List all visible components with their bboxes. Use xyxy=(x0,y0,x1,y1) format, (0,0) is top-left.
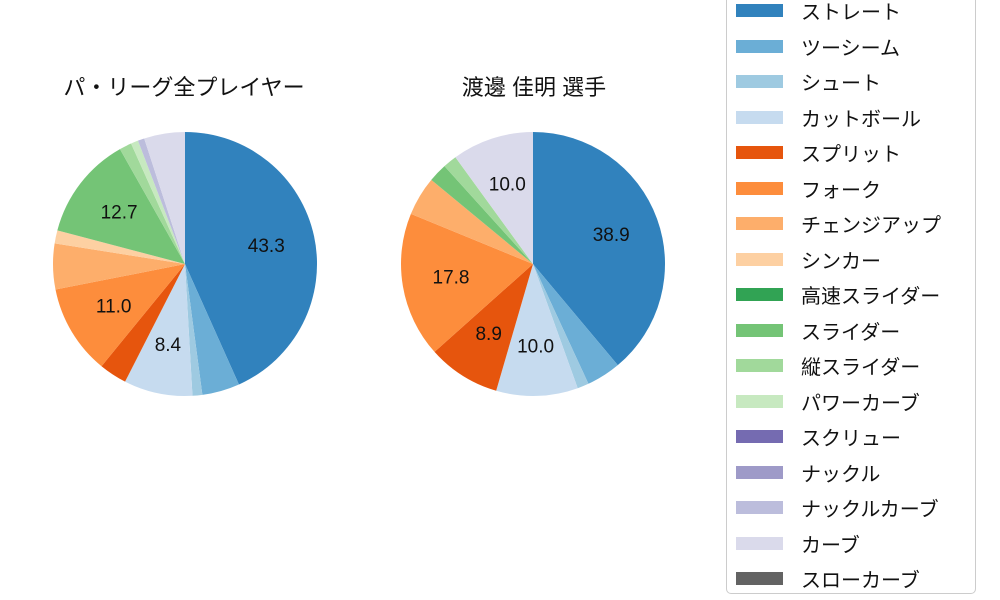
legend-label: スローカーブ xyxy=(801,570,920,593)
pie-slice-縦スライダー xyxy=(119,143,185,264)
pie-chart-league: 43.3 8.4 11.0 12.7 xyxy=(53,132,318,397)
pie-slice-チェンジアップ xyxy=(410,179,533,264)
legend-swatch xyxy=(736,394,783,408)
legend-item-スローカーブ: スローカーブ xyxy=(727,561,975,593)
pie-slice-ツーシーム xyxy=(185,264,239,395)
legend-item-スプリット: スプリット xyxy=(727,135,975,171)
pie-value-label: 8.9 xyxy=(475,324,501,345)
pie-slice-スプリット xyxy=(434,264,533,391)
pie-slice-カットボール xyxy=(125,264,193,397)
legend-label: ナックルカーブ xyxy=(801,499,939,522)
legend-swatch xyxy=(736,323,783,337)
legend-item-ナックルカーブ: ナックルカーブ xyxy=(727,490,975,526)
legend-label: 高速スライダー xyxy=(801,286,941,309)
legend-swatch xyxy=(736,39,783,53)
legend-swatch xyxy=(736,110,783,124)
pie-slice-カーブ xyxy=(455,132,533,264)
legend-item-スライダー: スライダー xyxy=(727,313,975,349)
legend-swatch xyxy=(736,430,783,444)
legend-items: ストレートツーシームシュートカットボール スプリットフォークチェンジアップ シンカー… xyxy=(727,0,975,593)
pie-value-label: 10.0 xyxy=(489,174,526,195)
legend-item-縦スライダー: 縦スライダー xyxy=(727,348,975,384)
pie-slice-スライダー xyxy=(431,166,533,264)
legend-label: シンカー xyxy=(801,250,881,273)
legend-swatch xyxy=(736,217,783,231)
legend-label: チェンジアップ xyxy=(801,215,941,238)
pie-slice-縦スライダー xyxy=(444,157,533,264)
legend-item-カットボール: カットボール xyxy=(727,100,975,136)
pie-slice-スプリット xyxy=(101,264,185,382)
legend-swatch xyxy=(736,252,783,266)
legend-label: ストレート xyxy=(801,2,901,25)
legend-swatch xyxy=(736,146,783,160)
legend-label: スプリット xyxy=(801,144,901,167)
legend-item-シンカー: シンカー xyxy=(727,242,975,278)
legend-label: シュート xyxy=(801,73,881,96)
legend-label: カットボール xyxy=(801,108,921,131)
legend-label: パワーカーブ xyxy=(801,392,920,415)
pie-slice-カーブ xyxy=(144,132,185,264)
legend-item-ツーシーム: ツーシーム xyxy=(727,29,975,65)
legend-item-ナックル: ナックル xyxy=(727,455,975,491)
legend-swatch xyxy=(736,359,783,373)
pie-slice-スライダー xyxy=(57,149,185,264)
pie-value-label: 12.7 xyxy=(101,203,138,224)
legend-label: フォーク xyxy=(801,179,881,202)
pie-value-label: 38.9 xyxy=(593,225,630,246)
legend-swatch xyxy=(736,536,783,550)
pie-value-label: 10.0 xyxy=(517,337,554,358)
legend-label: カーブ xyxy=(801,534,860,557)
legend-label: 縦スライダー xyxy=(801,357,921,380)
legend-item-スクリュー: スクリュー xyxy=(727,419,975,455)
pie-slice-チェンジアップ xyxy=(53,243,185,290)
legend-label: スクリュー xyxy=(801,428,901,451)
legend-item-シュート: シュート xyxy=(727,64,975,100)
pie-value-label: 17.8 xyxy=(433,268,470,289)
legend-swatch xyxy=(736,501,783,515)
pie-slice-シュート xyxy=(185,264,203,396)
pie-slice-フォーク xyxy=(401,213,533,352)
legend-label: ナックル xyxy=(801,463,881,486)
pie-value-label: 11.0 xyxy=(96,296,132,317)
pie-title-player: 渡邊 佳明 選手 xyxy=(461,75,607,100)
pie-slice-シンカー xyxy=(54,230,185,264)
legend-label: ツーシーム xyxy=(801,37,900,60)
legend-item-パワーカーブ: パワーカーブ xyxy=(727,384,975,420)
legend-item-チェンジアップ: チェンジアップ xyxy=(727,206,975,242)
legend-item-ストレート: ストレート xyxy=(727,0,975,29)
legend-swatch xyxy=(736,181,783,195)
pie-slice-パワーカーブ xyxy=(131,140,185,264)
pie-slice-シュート xyxy=(533,264,589,389)
pie-slice-フォーク xyxy=(55,264,185,367)
legend-swatch xyxy=(736,572,783,586)
pie-title-league: パ・リーグ全プレイヤー xyxy=(63,75,305,100)
legend-swatch xyxy=(736,465,783,479)
legend: ストレートツーシームシュートカットボール スプリットフォークチェンジアップ シンカー… xyxy=(726,0,976,594)
pie-slice-カットボール xyxy=(496,264,578,397)
pie-slice-ツーシーム xyxy=(533,264,618,384)
pie-value-label: 43.3 xyxy=(248,236,285,257)
pie-slice-ストレート xyxy=(533,132,666,366)
pie-chart-player: 38.9 10.0 8.9 17.8 10.0 xyxy=(401,132,666,397)
legend-swatch xyxy=(736,4,783,18)
pie-slice-ストレート xyxy=(185,132,318,385)
legend-item-フォーク: フォーク xyxy=(727,171,975,207)
legend-item-カーブ: カーブ xyxy=(727,526,975,562)
pie-value-label: 8.4 xyxy=(155,335,182,356)
legend-item-高速スライダー: 高速スライダー xyxy=(727,277,975,313)
legend-label: スライダー xyxy=(801,321,901,344)
pie-slice-ナックルカーブ xyxy=(137,138,185,264)
legend-swatch xyxy=(736,288,783,302)
legend-swatch xyxy=(736,75,783,89)
